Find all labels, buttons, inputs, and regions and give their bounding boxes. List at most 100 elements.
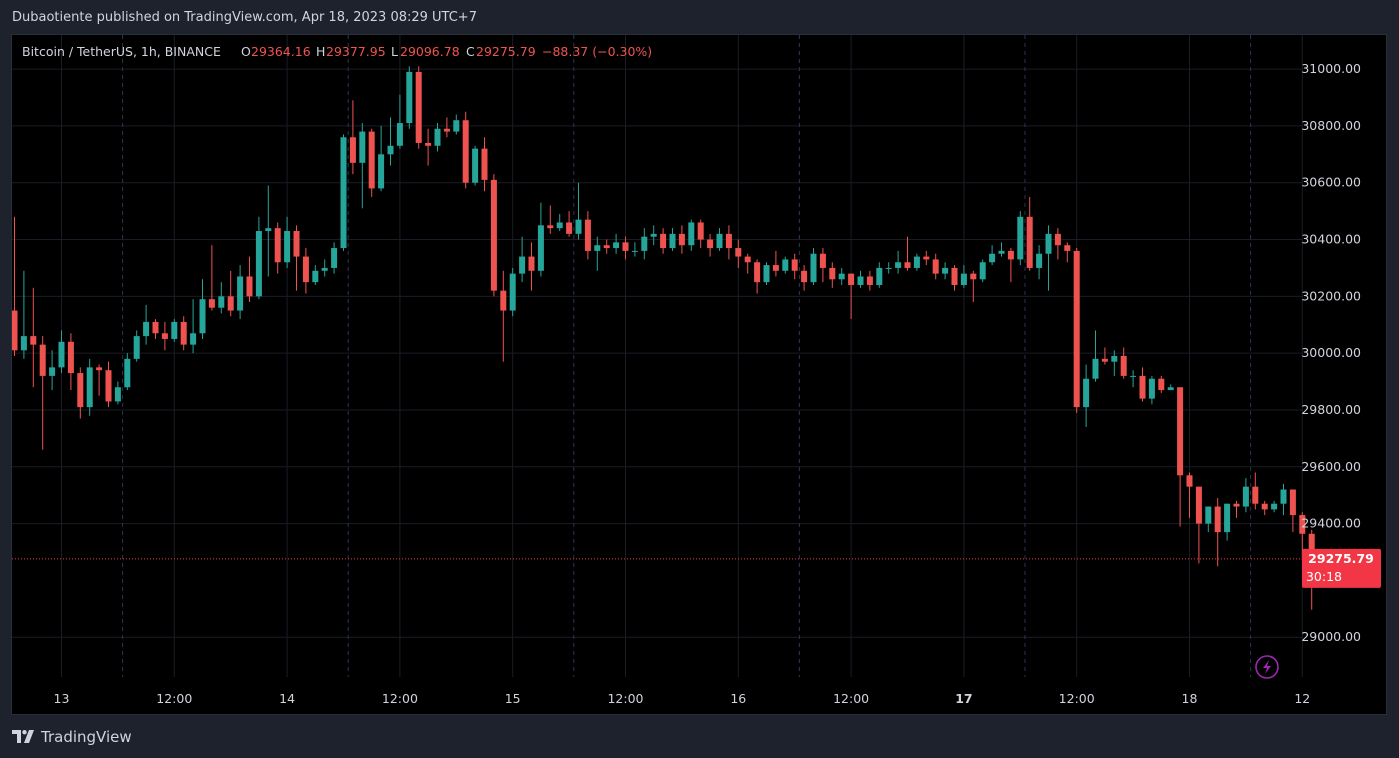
candle xyxy=(697,219,704,249)
candle-body xyxy=(199,299,206,334)
candle-body xyxy=(190,333,197,345)
candle-body xyxy=(415,71,422,143)
candle-body xyxy=(848,273,855,285)
tradingview-logo[interactable]: TradingView xyxy=(12,728,132,746)
candle-body xyxy=(575,219,582,234)
candle-body xyxy=(133,336,140,359)
candle-body xyxy=(838,273,845,280)
candle xyxy=(810,248,817,285)
symbol-label: Bitcoin / TetherUS, 1h, BINANCE xyxy=(22,44,221,59)
candle xyxy=(866,270,873,291)
candle-body xyxy=(237,276,244,311)
candle xyxy=(302,248,309,294)
candle xyxy=(490,174,497,297)
candle xyxy=(208,245,215,311)
candle xyxy=(782,256,789,274)
candle xyxy=(556,213,563,232)
candle xyxy=(763,262,770,285)
candle-body xyxy=(1064,245,1071,251)
candle-body xyxy=(1195,486,1202,524)
candle xyxy=(387,117,394,166)
candle xyxy=(246,256,253,303)
candle xyxy=(378,125,385,192)
candle xyxy=(688,219,695,251)
candle xyxy=(472,145,479,186)
candle-body xyxy=(105,370,112,402)
candle xyxy=(321,259,328,277)
candle-body xyxy=(1233,503,1240,507)
candle-body xyxy=(434,128,441,146)
candle-body xyxy=(810,253,817,283)
candle-body xyxy=(378,154,385,189)
candle-body xyxy=(735,248,742,257)
candle-body xyxy=(472,148,479,183)
candle xyxy=(349,100,356,175)
candle xyxy=(904,236,911,271)
candle xyxy=(12,216,18,356)
publish-header: Dubaotiente published on TradingView.com… xyxy=(0,0,1399,34)
candle xyxy=(641,228,648,260)
candle-body xyxy=(857,276,864,285)
candle xyxy=(876,262,883,288)
candle xyxy=(791,253,798,280)
candle xyxy=(199,279,206,339)
candle xyxy=(1252,472,1259,510)
time-axis[interactable]: 13 12:00 14 12:00 15 12:00 16 12:00 17 12:00 18 12 xyxy=(54,691,1311,706)
candle-body xyxy=(77,373,84,408)
candle-body xyxy=(1111,356,1118,362)
candle xyxy=(255,216,262,300)
candlestick-chart[interactable]: 31000.00 30800.00 30600.00 30400.00 30200.00… xyxy=(12,35,1386,714)
candle xyxy=(368,128,375,197)
candle xyxy=(406,66,413,129)
candle-body xyxy=(86,367,93,408)
tradingview-logo-icon xyxy=(12,730,34,743)
time-tick-label: 12:00 xyxy=(607,691,643,706)
candle-body xyxy=(1026,216,1033,268)
candle-body xyxy=(1092,358,1099,379)
price-tick-label: 31000.00 xyxy=(1301,61,1361,76)
candle-body xyxy=(161,333,168,339)
candle xyxy=(942,262,949,280)
lightning-icon[interactable] xyxy=(1255,655,1279,679)
candle-body xyxy=(500,290,507,311)
candle xyxy=(1233,500,1240,518)
candle xyxy=(39,336,46,450)
chart-panel[interactable]: 31000.00 30800.00 30600.00 30400.00 30200.00… xyxy=(11,34,1387,715)
candle-body xyxy=(1148,378,1155,399)
candle xyxy=(500,270,507,362)
price-tick-label: 29400.00 xyxy=(1301,516,1361,531)
candle-body xyxy=(509,273,516,311)
candle-body xyxy=(1299,515,1306,534)
candle xyxy=(838,267,845,285)
candle-body xyxy=(1205,506,1212,524)
candle-body xyxy=(819,253,826,268)
candle-body xyxy=(688,222,695,246)
candle-body xyxy=(453,120,460,132)
candle xyxy=(613,233,620,254)
candle xyxy=(631,242,638,257)
candle xyxy=(143,304,150,345)
candle xyxy=(1101,347,1108,365)
candle xyxy=(885,262,892,274)
candle xyxy=(829,262,836,288)
price-tick-label: 29800.00 xyxy=(1301,402,1361,417)
candle-body xyxy=(143,321,150,337)
candle-body xyxy=(152,321,159,334)
open-value: 29364.16 xyxy=(251,44,311,59)
candle-body xyxy=(547,225,554,229)
candle xyxy=(1083,364,1090,428)
candle xyxy=(1167,384,1174,391)
candle-body xyxy=(96,367,103,371)
session-breaks xyxy=(122,35,1252,677)
candle-body xyxy=(904,262,911,268)
candle-body xyxy=(697,222,704,240)
candle-body xyxy=(293,231,300,257)
price-axis[interactable]: 31000.00 30800.00 30600.00 30400.00 30200.00… xyxy=(1301,61,1361,644)
candle xyxy=(1073,248,1080,413)
candle-body xyxy=(124,358,131,388)
candle-body xyxy=(114,387,121,402)
candle xyxy=(744,253,751,274)
candle-body xyxy=(58,341,65,368)
candle-body xyxy=(20,336,27,351)
candle xyxy=(716,228,723,251)
